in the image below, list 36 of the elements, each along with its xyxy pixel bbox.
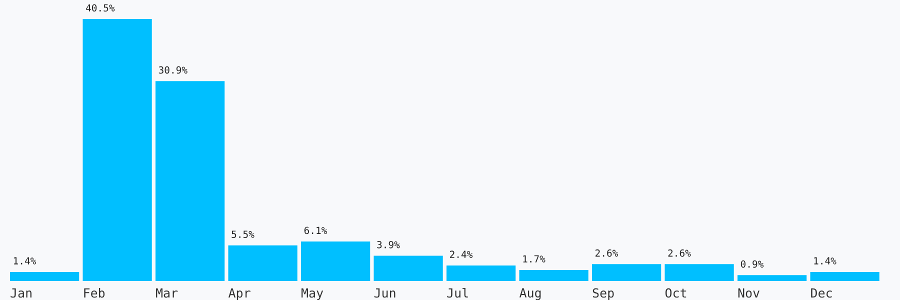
data-label: 3.9% [377,240,400,248]
x-tick-label: Mar [156,288,178,298]
data-label: 0.9% [740,260,764,268]
bar [519,270,588,281]
bar [664,264,734,281]
bar [738,275,807,281]
data-label: 40.5% [86,4,115,12]
data-label: 6.1% [304,226,328,234]
data-label: 2.6% [596,249,618,257]
x-tick-label: Feb [84,288,105,298]
data-label: 1.4% [14,257,36,264]
x-tick-label: Jan [10,288,32,298]
data-label: 2.6% [668,249,691,257]
bar [228,245,298,281]
x-tick-label: Apr [228,288,250,300]
x-tick-label: May [302,288,324,300]
bar [156,81,225,281]
bar [592,264,662,281]
bar [82,19,152,281]
x-tick-label: Jul [447,288,468,298]
data-label: 1.7% [523,255,546,262]
bar [10,272,80,281]
bar [301,242,370,281]
x-tick-label: Oct [665,288,686,298]
x-tick-label: Sep [592,288,614,300]
data-label: 30.9% [158,66,188,74]
x-tick-label: Nov [738,288,760,298]
bar [446,265,516,281]
x-tick-label: Aug [519,288,541,300]
data-label: 2.4% [450,250,473,258]
x-tick-label: Dec [811,288,832,298]
bar [374,256,443,281]
x-tick-label: Jun [374,288,396,298]
data-label: 1.4% [814,257,836,264]
bar [810,272,880,281]
data-label: 5.5% [232,230,254,238]
